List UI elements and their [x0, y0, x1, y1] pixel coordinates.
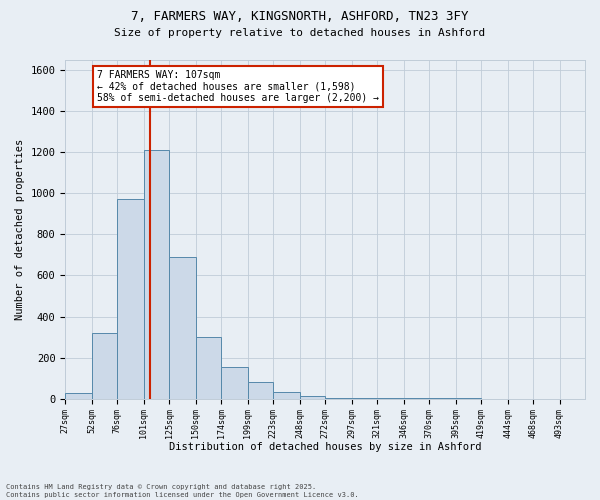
Bar — [65, 394, 92, 398]
Bar — [117, 198, 144, 398]
Bar — [221, 367, 248, 398]
Y-axis label: Number of detached properties: Number of detached properties — [15, 138, 25, 320]
Bar — [144, 150, 169, 398]
Text: 7, FARMERS WAY, KINGSNORTH, ASHFORD, TN23 3FY: 7, FARMERS WAY, KINGSNORTH, ASHFORD, TN2… — [131, 10, 469, 23]
Bar — [248, 382, 273, 398]
Bar — [273, 392, 299, 398]
Text: Size of property relative to detached houses in Ashford: Size of property relative to detached ho… — [115, 28, 485, 38]
Text: 7 FARMERS WAY: 107sqm
← 42% of detached houses are smaller (1,598)
58% of semi-d: 7 FARMERS WAY: 107sqm ← 42% of detached … — [97, 70, 379, 104]
Bar — [92, 333, 117, 398]
Bar — [299, 396, 325, 398]
Bar — [196, 337, 221, 398]
Text: Contains HM Land Registry data © Crown copyright and database right 2025.
Contai: Contains HM Land Registry data © Crown c… — [6, 484, 359, 498]
X-axis label: Distribution of detached houses by size in Ashford: Distribution of detached houses by size … — [169, 442, 481, 452]
Bar — [169, 257, 196, 398]
